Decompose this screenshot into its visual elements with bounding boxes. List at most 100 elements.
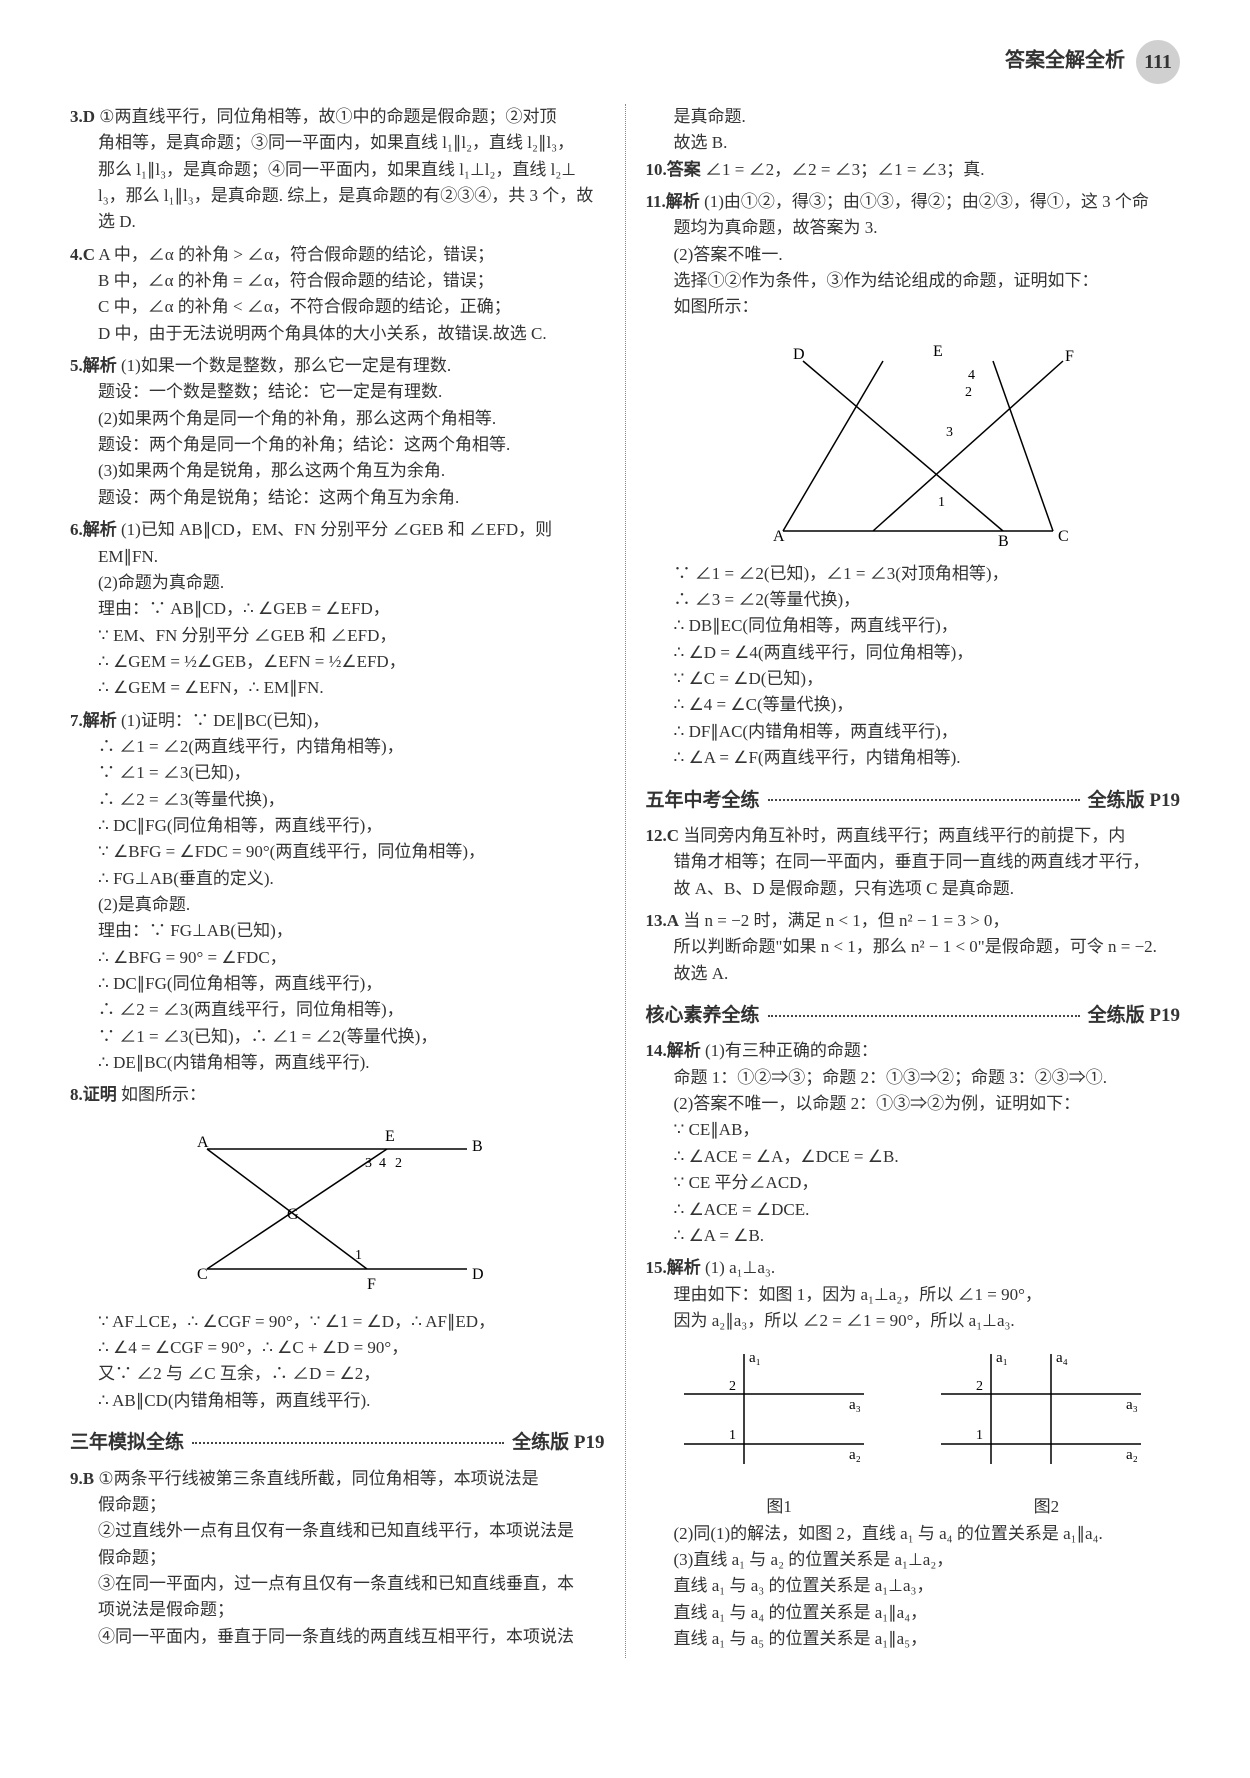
q6-l5: ∵ EM、FN 分别平分 ∠GEB 和 ∠EFD，: [70, 623, 605, 649]
svg-text:4: 4: [379, 1156, 386, 1171]
svg-text:2: 2: [729, 1379, 736, 1394]
q15-fig1: a₁ a₂ a₃ 1 2: [674, 1344, 874, 1484]
q3-num: 3.D: [70, 107, 95, 126]
q3: 3.D ①两直线平行，同位角相等，故①中的命题是假命题；②对顶 角相等，是真命题…: [70, 104, 605, 236]
svg-text:E: E: [933, 343, 943, 360]
svg-text:G: G: [287, 1206, 299, 1223]
q14-l2: 命题 1：①②⇒③；命题 2：①③⇒②；命题 3：②③⇒①.: [646, 1065, 1181, 1091]
q14-num: 14.解析: [646, 1041, 701, 1060]
q15-l3: 因为 a₂∥a₃，所以 ∠2 = ∠1 = 90°，所以 a₁⊥a₃.: [646, 1308, 1181, 1334]
cont-l1: 是真命题.: [646, 104, 1181, 130]
q7-l6: ∵ ∠BFG = ∠FDC = 90°(两直线平行，同位角相等)，: [70, 839, 605, 865]
q7-l5: ∴ DC∥FG(同位角相等，两直线平行)，: [70, 813, 605, 839]
svg-text:F: F: [1065, 348, 1074, 365]
q11-l10: ∵ ∠C = ∠D(已知)，: [646, 666, 1181, 692]
svg-text:1: 1: [729, 1428, 736, 1443]
q15-l7: 直线 a₁ 与 a₄ 的位置关系是 a₁∥a₄，: [646, 1600, 1181, 1626]
sec3-ref: 全练版 P19: [1088, 1001, 1180, 1030]
q7-l7: ∴ FG⊥AB(垂直的定义).: [70, 866, 605, 892]
q5: 5.解析 (1)如果一个数是整数，那么它一定是有理数. 题设：一个数是整数；结论…: [70, 353, 605, 511]
q13-l1: 当 n = −2 时，满足 n < 1，但 n² − 1 = 3 > 0，: [683, 911, 1009, 930]
svg-text:2: 2: [965, 385, 972, 400]
q6-l1: (1)已知 AB∥CD，EM、FN 分别平分 ∠GEB 和 ∠EFD，则: [121, 520, 552, 539]
q5-l2: 题设：一个数是整数；结论：它一定是有理数.: [70, 379, 605, 405]
q12-num: 12.C: [646, 826, 680, 845]
dots-icon: [192, 1442, 504, 1444]
q8: 8.证明 如图所示： A B C D E F G 1 2 3 4 ∵ AF⊥CE…: [70, 1082, 605, 1414]
cont-l2: 故选 B.: [646, 130, 1181, 156]
q12-l1: 当同旁内角互补时，两直线平行；两直线平行的前提下，内: [683, 826, 1125, 845]
q15-l5: (3)直线 a₁ 与 a₂ 的位置关系是 a₁⊥a₂，: [646, 1547, 1181, 1573]
sec1-title: 三年模拟全练: [70, 1428, 184, 1457]
q8-l1: 如图所示：: [121, 1085, 206, 1104]
svg-text:E: E: [385, 1128, 395, 1145]
q13: 13.A 当 n = −2 时，满足 n < 1，但 n² − 1 = 3 > …: [646, 908, 1181, 987]
svg-text:A: A: [773, 528, 785, 545]
q8-l4: 又∵ ∠2 与 ∠C 互余，∴ ∠D = ∠2，: [70, 1361, 605, 1387]
q8-l2: ∵ AF⊥CE，∴ ∠CGF = 90°，∵ ∠1 = ∠D，∴ AF∥ED，: [70, 1309, 605, 1335]
q9-l1: ①两条平行线被第三条直线所截，同位角相等，本项说法是: [98, 1469, 538, 1488]
svg-text:A: A: [197, 1134, 209, 1151]
q5-l5: (3)如果两个角是锐角，那么这两个角互为余角.: [70, 458, 605, 484]
svg-text:a₃: a₃: [1126, 1397, 1138, 1413]
q6: 6.解析 (1)已知 AB∥CD，EM、FN 分别平分 ∠GEB 和 ∠EFD，…: [70, 517, 605, 701]
sec1-ref: 全练版 P19: [512, 1428, 604, 1457]
q11-l8: ∴ DB∥EC(同位角相等，两直线平行)，: [646, 613, 1181, 639]
q7-l11: ∴ DC∥FG(同位角相等，两直线平行)，: [70, 971, 605, 997]
svg-text:D: D: [793, 346, 805, 363]
svg-text:1: 1: [976, 1428, 983, 1443]
q15-l2: 理由如下：如图 1，因为 a₁⊥a₂，所以 ∠1 = 90°，: [646, 1282, 1181, 1308]
q3-l4: l₃，那么 l₁∥l₃，是真命题. 综上，是真命题的有②③④，共 3 个，故: [70, 183, 605, 209]
svg-text:a₂: a₂: [1126, 1447, 1138, 1463]
right-column: 是真命题. 故选 B. 10.答案 ∠1 = ∠2，∠2 = ∠3；∠1 = ∠…: [646, 104, 1181, 1658]
q5-l6: 题设：两个角是锐角；结论：这两个角互为余角.: [70, 485, 605, 511]
q6-l7: ∴ ∠GEM = ∠EFN，∴ EM∥FN.: [70, 675, 605, 701]
q11-l6: ∵ ∠1 = ∠2(已知)，∠1 = ∠3(对顶角相等)，: [646, 561, 1181, 587]
section-5yr: 五年中考全练 全练版 P19: [646, 786, 1181, 815]
q9-l3: ②过直线外一点有且仅有一条直线和已知直线平行，本项说法是: [70, 1518, 605, 1544]
q10-l1: ∠1 = ∠2，∠2 = ∠3；∠1 = ∠3；真.: [705, 160, 985, 179]
q14-l7: ∴ ∠ACE = ∠DCE.: [646, 1197, 1181, 1223]
q5-l4: 题设：两个角是同一个角的补角；结论：这两个角相等.: [70, 432, 605, 458]
sec2-ref: 全练版 P19: [1088, 786, 1180, 815]
q9-l7: ④同一平面内，垂直于同一条直线的两直线互相平行，本项说法: [70, 1624, 605, 1650]
q9-l2: 假命题；: [70, 1492, 605, 1518]
section-3yr: 三年模拟全练 全练版 P19: [70, 1428, 605, 1457]
q8-l5: ∴ AB∥CD(内错角相等，两直线平行).: [70, 1388, 605, 1414]
q8-diagram: A B C D E F G 1 2 3 4: [167, 1119, 507, 1299]
q11-l3: (2)答案不唯一.: [646, 242, 1181, 268]
q11: 11.解析 (1)由①②，得③；由①③，得②；由②③，得①，这 3 个命 题均为…: [646, 189, 1181, 771]
q6-l3: (2)命题为真命题.: [70, 570, 605, 596]
q15-l4: (2)同(1)的解法，如图 2，直线 a₁ 与 a₄ 的位置关系是 a₁∥a₄.: [646, 1521, 1181, 1547]
q6-l2: EM∥FN.: [70, 544, 605, 570]
q6-l6: ∴ ∠GEM = ½∠GEB，∠EFN = ½∠EFD，: [70, 649, 605, 675]
svg-text:1: 1: [355, 1248, 362, 1263]
q12: 12.C 当同旁内角互补时，两直线平行；两直线平行的前提下，内 错角才相等；在同…: [646, 823, 1181, 902]
q11-l1: (1)由①②，得③；由①③，得②；由②③，得①，这 3 个命: [704, 192, 1149, 211]
q4-l1: A 中，∠α 的补角 > ∠α，符合假命题的结论，错误；: [98, 245, 494, 264]
q11-l2: 题均为真命题，故答案为 3.: [646, 215, 1181, 241]
q7-l10: ∴ ∠BFG = 90° = ∠FDC，: [70, 945, 605, 971]
q14-l3: (2)答案不唯一，以命题 2：①③⇒②为例，证明如下：: [646, 1091, 1181, 1117]
q7-l8: (2)是真命题.: [70, 892, 605, 918]
q3-l1: ①两直线平行，同位角相等，故①中的命题是假命题；②对顶: [99, 107, 556, 126]
q9-l6: 项说法是假命题；: [70, 1597, 605, 1623]
q9: 9.B ①两条平行线被第三条直线所截，同位角相等，本项说法是 假命题； ②过直线…: [70, 1466, 605, 1650]
q4-num: 4.C: [70, 245, 95, 264]
q15-num: 15.解析: [646, 1258, 701, 1277]
q7-l3: ∵ ∠1 = ∠3(已知)，: [70, 760, 605, 786]
q11-l7: ∴ ∠3 = ∠2(等量代换)，: [646, 587, 1181, 613]
svg-text:3: 3: [365, 1156, 372, 1171]
q15-l6: 直线 a₁ 与 a₃ 的位置关系是 a₁⊥a₃，: [646, 1573, 1181, 1599]
page-header: 答案全解全析 111: [70, 40, 1180, 84]
q12-l3: 故 A、B、D 是假命题，只有选项 C 是真命题.: [646, 876, 1181, 902]
column-divider: [625, 104, 626, 1658]
svg-text:C: C: [197, 1266, 208, 1283]
q7-l14: ∴ DE∥BC(内错角相等，两直线平行).: [70, 1050, 605, 1076]
q11-num: 11.解析: [646, 192, 700, 211]
dots-icon: [768, 799, 1080, 801]
left-column: 3.D ①两直线平行，同位角相等，故①中的命题是假命题；②对顶 角相等，是真命题…: [70, 104, 605, 1658]
q5-l1: (1)如果一个数是整数，那么它一定是有理数.: [121, 356, 451, 375]
q4-l4: D 中，由于无法说明两个角具体的大小关系，故错误.故选 C.: [70, 321, 605, 347]
svg-text:2: 2: [976, 1379, 983, 1394]
